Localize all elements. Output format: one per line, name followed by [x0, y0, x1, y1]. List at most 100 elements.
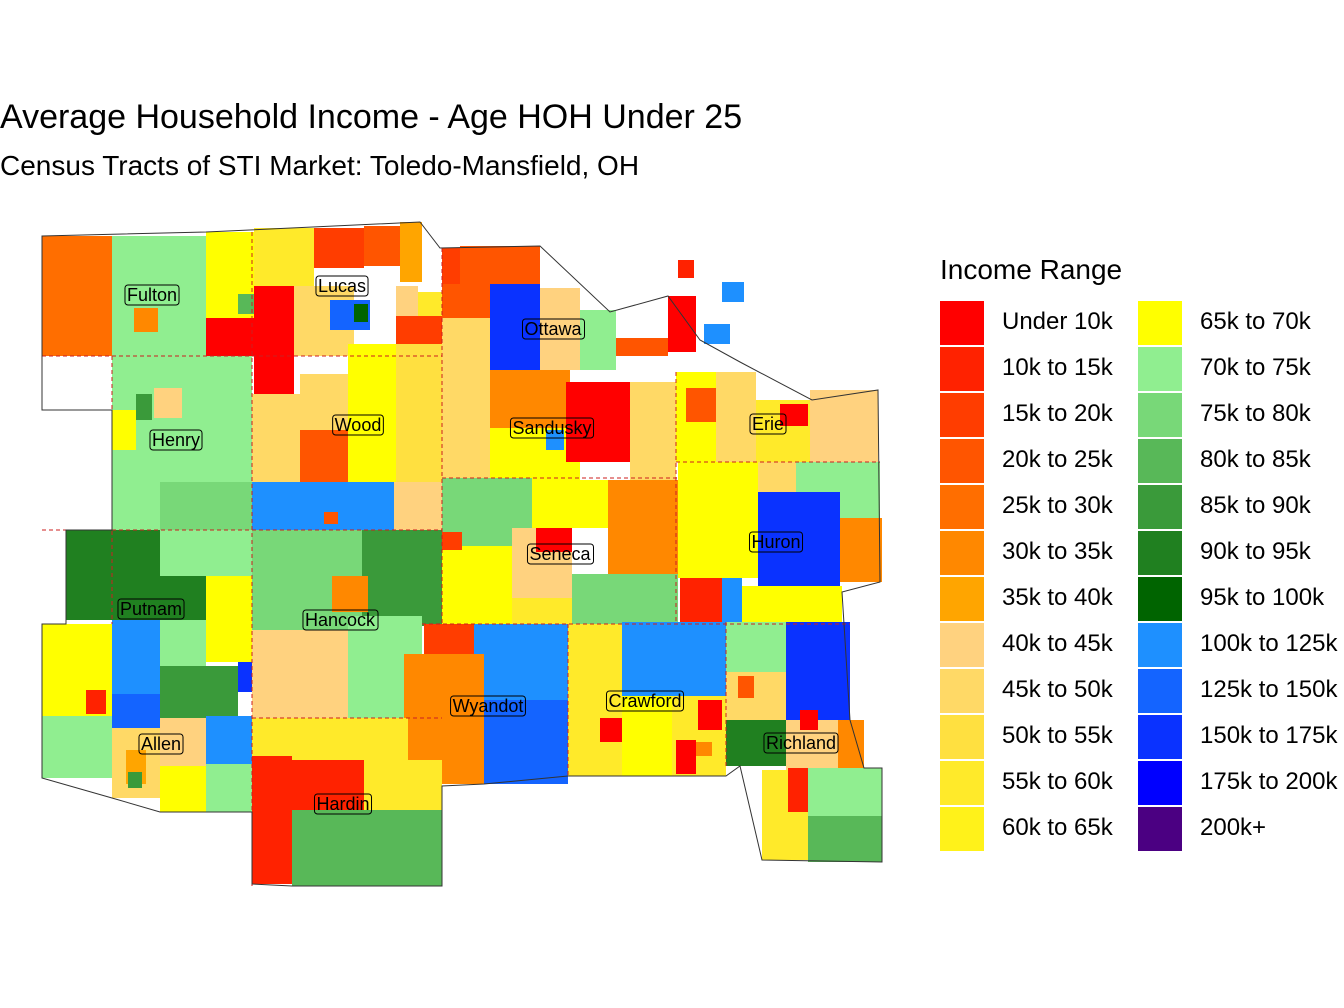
legend-swatch	[940, 393, 984, 437]
legend-swatch	[940, 807, 984, 851]
county-label-box	[315, 275, 369, 297]
tract	[324, 512, 338, 524]
tract	[786, 622, 850, 720]
legend-swatch	[1138, 439, 1182, 483]
tract	[112, 236, 206, 356]
tract	[254, 286, 294, 394]
legend-label: 40k to 45k	[1002, 630, 1113, 657]
tract	[678, 462, 758, 578]
tract	[238, 294, 254, 314]
tract	[616, 338, 668, 356]
legend-label: 25k to 30k	[1002, 492, 1113, 519]
tract	[696, 742, 712, 756]
tract	[160, 666, 238, 718]
tract	[424, 624, 474, 654]
legend-label: 150k to 175k	[1200, 722, 1338, 749]
tract	[788, 768, 810, 812]
county-name: Allen	[141, 734, 181, 754]
county-label-box	[526, 543, 595, 565]
county-name: Crawford	[608, 691, 681, 711]
tract	[254, 228, 314, 286]
tract	[394, 482, 442, 530]
legend-label: 95k to 100k	[1200, 584, 1325, 611]
county-name: Erie	[752, 414, 784, 434]
tract	[758, 462, 798, 492]
county-label-sandusky: Sandusky	[509, 417, 595, 439]
county-name: Fulton	[127, 285, 177, 305]
tract	[566, 382, 630, 462]
tract	[704, 324, 730, 344]
tract	[86, 690, 106, 714]
legend-swatch	[940, 485, 984, 529]
tract	[540, 288, 580, 370]
county-label-box	[521, 318, 585, 340]
legend-label: 20k to 25k	[1002, 446, 1113, 473]
legend-swatch	[940, 577, 984, 621]
tract	[292, 760, 364, 810]
tract	[332, 576, 368, 612]
county-label-huron: Huron	[748, 531, 804, 553]
county-name: Sandusky	[512, 418, 591, 438]
legend-label: 70k to 75k	[1200, 354, 1311, 381]
tract	[546, 430, 564, 450]
tract	[396, 316, 442, 344]
county-name: Hardin	[316, 794, 369, 814]
legend-swatch	[940, 531, 984, 575]
county-label-ottawa: Ottawa	[521, 318, 585, 340]
map-subtitle: Census Tracts of STI Market: Toledo-Mans…	[0, 150, 640, 181]
legend-swatch	[1138, 623, 1182, 667]
legend-label: 60k to 65k	[1002, 814, 1113, 841]
legend-label: 50k to 55k	[1002, 722, 1113, 749]
tract	[678, 260, 694, 278]
tract	[536, 528, 572, 552]
county-label-box	[509, 417, 595, 439]
tract	[42, 716, 112, 778]
legend-swatch	[1138, 577, 1182, 621]
tract	[442, 318, 490, 348]
county-label-box	[748, 531, 804, 553]
market-outline	[41, 221, 883, 887]
legend-label: Under 10k	[1002, 308, 1113, 335]
tract	[490, 284, 540, 370]
county-name: Richland	[766, 733, 836, 753]
legend-label: 100k to 125k	[1200, 630, 1338, 657]
tract	[364, 226, 404, 266]
legend-swatch	[940, 347, 984, 391]
county-label-box	[124, 284, 180, 306]
tract	[206, 716, 252, 764]
tract	[442, 348, 490, 478]
legend-swatch	[1138, 669, 1182, 713]
tract	[252, 394, 300, 482]
tract	[722, 578, 742, 622]
tract	[680, 578, 722, 622]
county-labels: Fulton Lucas Ottawa Henry Wood Sandusky Erie Se…	[117, 275, 839, 815]
legend-swatch	[940, 623, 984, 667]
county-label-wyandot: Wyandot	[450, 695, 526, 717]
county-label-box	[450, 695, 526, 717]
county-name: Hancock	[305, 610, 376, 630]
tract	[252, 630, 348, 718]
tract	[252, 718, 408, 760]
tract	[128, 772, 142, 788]
tract	[42, 236, 112, 356]
legend: Under 10k 10k to 15k 15k to 20k 20k to 25k 2…	[940, 300, 1344, 852]
tract	[630, 382, 676, 480]
county-label-box	[138, 733, 184, 755]
legend-label: 80k to 85k	[1200, 446, 1311, 473]
legend-swatch	[940, 761, 984, 805]
county-label-crawford: Crawford	[605, 690, 685, 712]
legend-swatch	[940, 715, 984, 759]
tract	[716, 372, 756, 462]
county-label-richland: Richland	[763, 732, 839, 754]
county-label-erie: Erie	[749, 413, 787, 435]
map-title: Average Household Income - Age HOH Under…	[0, 98, 743, 136]
tract	[252, 756, 292, 884]
county-name: Seneca	[529, 544, 591, 564]
tract	[568, 624, 622, 776]
tract	[206, 576, 252, 662]
county-label-box	[763, 732, 839, 754]
legend-label: 35k to 40k	[1002, 584, 1113, 611]
legend-label: 90k to 95k	[1200, 538, 1311, 565]
legend-label: 85k to 90k	[1200, 492, 1311, 519]
tract	[608, 480, 678, 574]
